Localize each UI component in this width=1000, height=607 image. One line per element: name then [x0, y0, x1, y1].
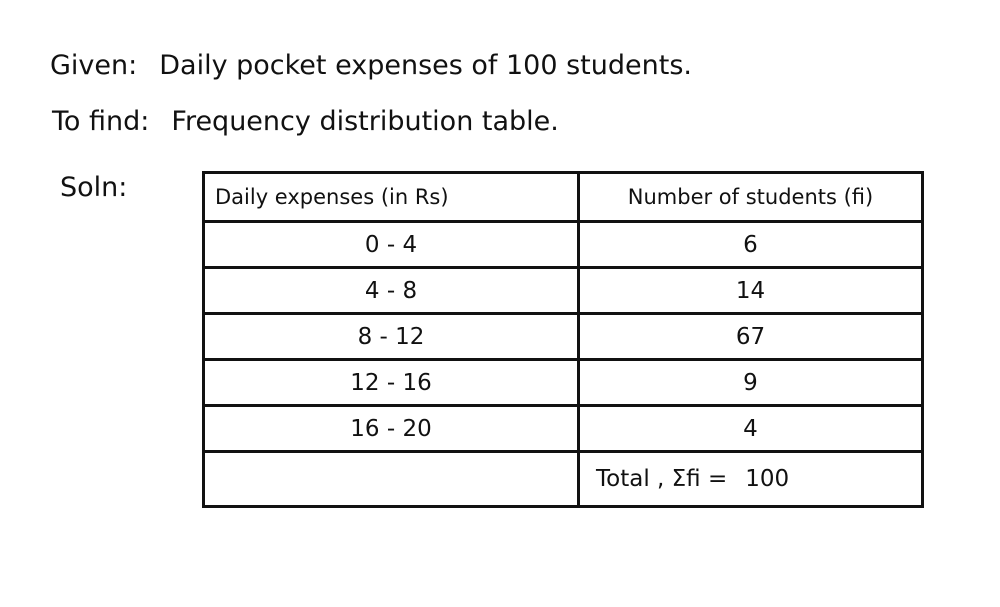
total-label: Total , Σfi = [596, 466, 728, 492]
total-value: 100 [745, 466, 790, 492]
total-cell: Total , Σfi = 100 [577, 450, 924, 508]
to-find-text: Frequency distribution table. [171, 106, 559, 137]
data-row: 4 - 8 14 [202, 266, 924, 315]
header-row: Daily expenses (in Rs) Number of student… [202, 171, 924, 223]
count-cell: 9 [577, 358, 924, 407]
given-text: Daily pocket expenses of 100 students. [159, 50, 692, 81]
header-cell: Number of students (fi) [577, 171, 924, 223]
data-row: 8 - 12 67 [202, 312, 924, 361]
total-row: Total , Σfi = 100 [202, 450, 924, 508]
range-cell: 16 - 20 [202, 404, 580, 453]
given-line: Given: Daily pocket expenses of 100 stude… [50, 50, 692, 81]
data-row: 16 - 20 4 [202, 404, 924, 453]
frequency-table: Daily expenses (in Rs) Number of student… [202, 171, 924, 508]
range-cell: 0 - 4 [202, 220, 580, 269]
header-cell: Daily expenses (in Rs) [202, 171, 580, 223]
to-find-label: To find: [52, 106, 150, 137]
count-cell: 4 [577, 404, 924, 453]
range-cell: 12 - 16 [202, 358, 580, 407]
to-find-line: To find: Frequency distribution table. [52, 106, 559, 137]
count-cell: 67 [577, 312, 924, 361]
range-cell: 4 - 8 [202, 266, 580, 315]
empty-cell [202, 450, 580, 508]
count-cell: 14 [577, 266, 924, 315]
solution-label: Soln: [60, 172, 128, 203]
range-cell: 8 - 12 [202, 312, 580, 361]
count-cell: 6 [577, 220, 924, 269]
data-row: 12 - 16 9 [202, 358, 924, 407]
given-label: Given: [50, 50, 138, 81]
